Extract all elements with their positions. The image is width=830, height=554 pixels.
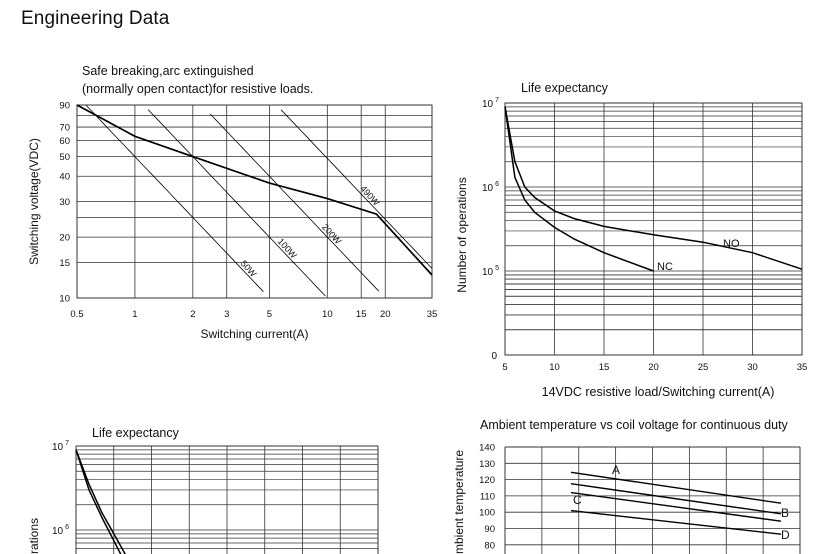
chart2-xlabel: 14VDC resistive load/Switching current(A… [542, 385, 775, 399]
chart2-x-tick: 35 [797, 362, 808, 373]
chart4-series-line [570, 471, 782, 504]
chart4-ylabel: mbient temperature [452, 450, 466, 554]
chart1-y-tick: 90 [59, 101, 70, 112]
chart2-x-tick: 20 [648, 362, 659, 373]
chart2-y-tick: 0 [491, 351, 497, 362]
chart2-series-label: NO [723, 238, 740, 250]
chart1-x-tick: 20 [380, 309, 391, 320]
chart1-x-tick: 3 [224, 309, 229, 320]
chart2-ylabel: Number of operations [455, 177, 469, 292]
chart2-x-tick: 25 [698, 362, 709, 373]
chart1-power-label: 100W [276, 236, 300, 261]
chart1-subtitle: (normally open contact)for resistive loa… [82, 82, 313, 96]
chart4-y-tick: 130 [479, 459, 495, 470]
chart2-series-line [504, 106, 803, 270]
chart1-series-line [76, 104, 433, 276]
chart1-y-tick: 50 [59, 152, 70, 163]
chart1-x-tick: 0.5 [70, 309, 83, 320]
chart4-series-label: C [573, 493, 582, 507]
chart1-xlabel: Switching current(A) [200, 327, 308, 341]
chart1-y-tick: 60 [59, 136, 70, 147]
chart1-x-tick: 5 [267, 309, 272, 320]
chart3-title: Life expectancy [92, 426, 180, 440]
chart2-x-tick: 5 [502, 362, 507, 373]
chart4-y-tick: 120 [479, 475, 495, 486]
chart4-series-label: D [781, 528, 790, 542]
chart1-y-tick: 10 [59, 294, 70, 305]
chart4-series-line [570, 509, 782, 535]
chart4-y-tick: 90 [484, 524, 495, 535]
chart1-x-tick: 1 [132, 309, 137, 320]
chart3-series-line [75, 449, 127, 554]
chart1-y-tick: 20 [59, 233, 70, 244]
chart1-ylabel: Switching voltage(VDC) [27, 138, 41, 265]
chart1-y-tick: 70 [59, 123, 70, 134]
chart1-x-tick: 10 [322, 309, 333, 320]
chart4-series-line [570, 483, 782, 515]
chart4-y-tick: 140 [479, 443, 495, 454]
chart1-title: Safe breaking,arc extinguished [82, 64, 254, 78]
chart1-power-line [85, 104, 264, 292]
chart3-y-tick: 10 7 [52, 440, 69, 453]
chart1-y-tick: 15 [59, 258, 70, 269]
chart1-x-tick: 15 [356, 309, 367, 320]
chart4-y-tick: 80 [484, 540, 495, 551]
chart2-y-tick: 10 5 [482, 265, 499, 278]
chart1-power-line [280, 109, 433, 269]
chart1-power-label: 200W [320, 222, 344, 247]
chart2-x-tick: 30 [747, 362, 758, 373]
chart4-y-tick: 100 [479, 508, 495, 519]
chart2-series-label: NC [657, 261, 673, 273]
chart4-series-label: B [781, 506, 789, 520]
chart2-x-tick: 15 [599, 362, 610, 373]
chart2-y-tick: 10 7 [482, 97, 499, 110]
chart4-title: Ambient temperature vs coil voltage for … [480, 418, 789, 432]
chart3-y-tick: 10 6 [52, 524, 69, 537]
chart4-y-tick: 110 [480, 491, 495, 502]
chart4-series-line [570, 491, 782, 522]
chart1-power-line [209, 113, 380, 292]
chart2-y-tick: 10 6 [482, 181, 499, 194]
chart1-power-label: 490W [358, 184, 382, 209]
page-title: Engineering Data [21, 8, 170, 29]
chart3-ylabel: rations [27, 518, 41, 554]
chart1-power-line [147, 109, 326, 297]
chart2-title: Life expectancy [521, 81, 609, 95]
chart2-series-line [504, 106, 654, 272]
chart3-series-line [75, 449, 122, 554]
chart2-x-tick: 10 [549, 362, 560, 373]
chart1-y-tick: 30 [59, 197, 70, 208]
chart1-y-tick: 40 [59, 172, 70, 183]
chart1-x-tick: 35 [427, 309, 438, 320]
chart1-x-tick: 2 [190, 309, 195, 320]
chart4-series-label: A [612, 463, 620, 477]
